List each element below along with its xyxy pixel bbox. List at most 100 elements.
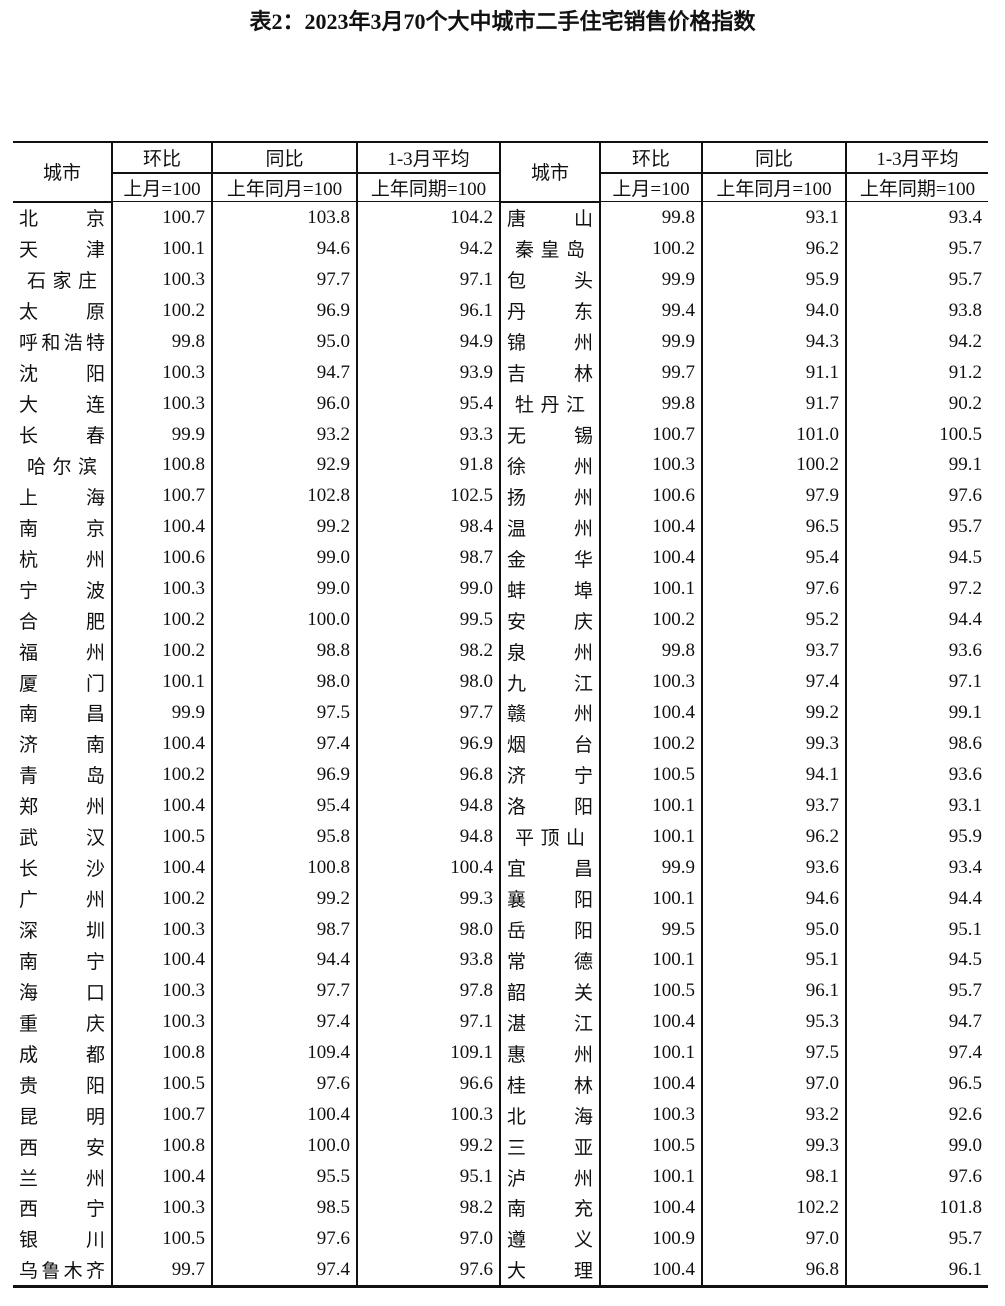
avg-value: 97.7 [356,697,500,729]
city-cell: 郑州 [13,790,112,821]
mom-value: 100.3 [111,388,212,420]
yoy-value: 95.9 [701,264,846,296]
city-name: 大连 [19,395,105,417]
yoy-value: 97.4 [211,1006,357,1038]
avg-value: 96.9 [356,728,500,760]
header-avg: 1-3月平均 [845,142,988,174]
city-name: 惠州 [507,1044,593,1066]
avg-value: 95.4 [356,388,500,420]
avg-value: 98.0 [356,914,500,945]
city-cell: 温州 [499,511,600,543]
city-name: 唐山 [507,209,593,231]
mom-value: 100.2 [111,604,212,636]
avg-value: 95.7 [845,233,988,265]
yoy-value: 95.5 [211,1161,357,1193]
city-cell: 三亚 [499,1130,600,1162]
mom-value: 100.1 [599,821,702,853]
table-row: 南宁 100.4 94.4 93.8 常德 100.1 95.1 94.5 [13,945,988,976]
yoy-value: 96.5 [701,511,846,543]
avg-value: 97.1 [845,666,988,698]
avg-value: 95.7 [845,1223,988,1255]
city-cell: 泉州 [499,635,600,667]
yoy-value: 97.0 [701,1068,846,1100]
city-name: 厦门 [19,673,105,695]
city-name: 济宁 [507,766,593,788]
city-cell: 烟台 [499,728,600,760]
table-row: 天津 100.1 94.6 94.2 秦皇岛 100.2 96.2 95.7 [13,233,988,265]
city-cell: 长春 [13,419,112,450]
city-name: 北京 [19,209,105,231]
avg-value: 94.2 [845,326,988,358]
avg-value: 94.7 [845,1006,988,1038]
mom-value: 100.2 [599,233,702,265]
city-cell: 成都 [13,1038,112,1069]
city-name: 韶关 [507,982,593,1004]
yoy-value: 95.4 [701,542,846,574]
city-name: 南京 [19,518,105,540]
city-cell: 济南 [13,728,112,759]
mom-value: 100.2 [599,604,702,636]
yoy-value: 95.0 [211,326,357,358]
mom-value: 100.4 [111,945,212,976]
yoy-value: 102.8 [211,480,357,512]
avg-value: 97.4 [845,1037,988,1069]
mom-value: 100.1 [599,1037,702,1069]
avg-value: 97.6 [356,1254,500,1287]
mom-value: 100.8 [111,1037,212,1069]
mom-value: 100.3 [599,450,702,481]
avg-value: 97.6 [845,1161,988,1193]
yoy-value: 99.0 [211,542,357,574]
city-cell: 杭州 [13,543,112,574]
table-row: 南京 100.4 99.2 98.4 温州 100.4 96.5 95.7 [13,511,988,543]
table-row: 长沙 100.4 100.8 100.4 宜昌 99.9 93.6 93.4 [13,852,988,884]
avg-value: 95.9 [845,821,988,853]
city-cell: 南充 [499,1192,600,1224]
mom-value: 100.1 [599,1161,702,1193]
avg-value: 90.2 [845,388,988,420]
yoy-value: 95.2 [701,604,846,636]
table-row: 青岛 100.2 96.9 96.8 济宁 100.5 94.1 93.6 [13,759,988,791]
city-name: 金华 [507,549,593,571]
city-cell: 兰州 [13,1162,112,1193]
yoy-value: 96.0 [211,388,357,420]
city-name: 岳阳 [507,921,593,943]
header-city: 城市 [13,142,112,203]
mom-value: 99.9 [599,326,702,358]
table-row: 西安 100.8 100.0 99.2 三亚 100.5 99.3 99.0 [13,1130,988,1162]
city-name: 济南 [19,735,105,757]
avg-value: 97.1 [356,1006,500,1038]
city-name: 烟台 [507,735,593,757]
city-cell: 石家庄 [13,264,112,295]
yoy-value: 97.7 [211,975,357,1007]
yoy-value: 101.0 [701,419,846,450]
city-name: 三亚 [507,1137,593,1159]
avg-value: 94.8 [356,821,500,853]
city-name: 武汉 [19,828,105,850]
avg-value: 93.1 [845,790,988,822]
mom-value: 100.5 [599,1130,702,1162]
avg-value: 98.0 [356,666,500,698]
city-cell: 桂林 [499,1068,600,1100]
city-cell: 大连 [13,388,112,419]
city-cell: 合肥 [13,605,112,636]
yoy-value: 99.3 [701,728,846,760]
header-mom-base: 上月=100 [599,173,702,202]
mom-value: 100.4 [111,790,212,822]
city-cell: 贵阳 [13,1069,112,1100]
city-name: 沈阳 [19,364,105,386]
city-name: 兰州 [19,1168,105,1190]
table-row: 上海 100.7 102.8 102.5 扬州 100.6 97.9 97.6 [13,480,988,512]
city-cell: 厦门 [13,667,112,698]
avg-value: 94.9 [356,326,500,358]
avg-value: 109.1 [356,1037,500,1069]
yoy-value: 93.1 [701,201,846,234]
header-avg-base: 上年同期=100 [845,173,988,202]
city-cell: 蚌埠 [499,573,600,605]
city-cell: 平顶山 [499,821,600,853]
avg-value: 96.6 [356,1068,500,1100]
table-row: 长春 99.9 93.2 93.3 无锡 100.7 101.0 100.5 [13,419,988,450]
city-cell: 韶关 [499,975,600,1007]
mom-value: 99.4 [599,295,702,327]
mom-value: 99.8 [111,326,212,358]
city-cell: 泸州 [499,1161,600,1193]
